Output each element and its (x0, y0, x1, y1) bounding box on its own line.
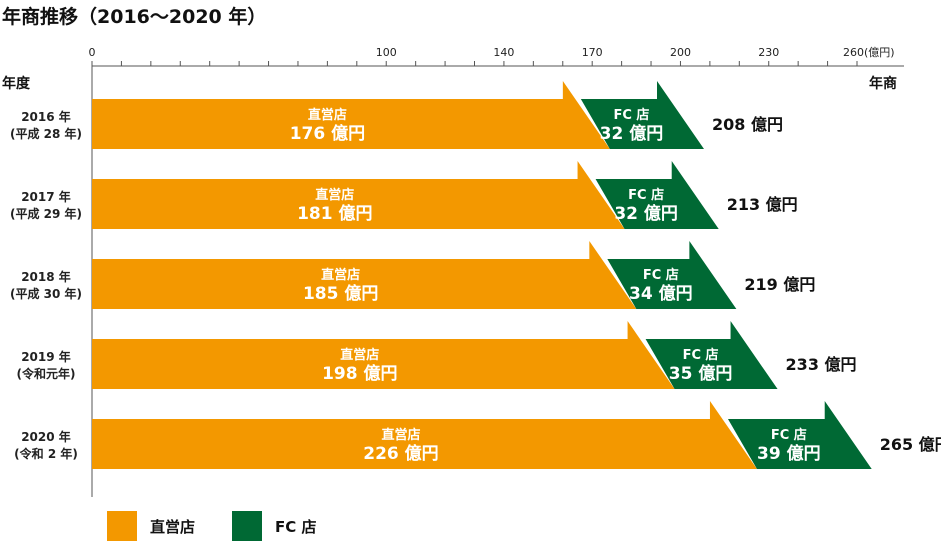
chart-title: 年商推移（2016〜2020 年） (2, 6, 267, 28)
bar-fc-store (580, 81, 704, 149)
fc-store-value-label: 35 億円 (669, 363, 733, 384)
bar-fc-store (595, 161, 719, 229)
x-tick-label: 100 (376, 46, 397, 59)
direct-store-value-label: 226 億円 (363, 443, 438, 464)
legend-item: 直営店 (107, 511, 195, 541)
category-era: (平成 30 年) (10, 286, 82, 301)
bar-direct-store (92, 81, 610, 149)
x-tick-label: 140 (493, 46, 514, 59)
legend-label: 直営店 (150, 518, 195, 536)
fc-store-series-label: FC 店 (628, 187, 664, 203)
category-label: 2018 年 (平成 30 年) (10, 269, 82, 301)
category-year: 2016 年 (21, 109, 71, 124)
category-era: (平成 29 年) (10, 206, 82, 221)
fc-store-series-label: FC 店 (613, 107, 649, 123)
category-era: (平成 28 年) (10, 126, 82, 141)
total-value-label: 208 億円 (712, 115, 783, 134)
x-axis-ticks: 0 100 140 170 200 230 260(億円) (89, 46, 895, 66)
fc-store-value-label: 39 億円 (757, 443, 821, 464)
category-year: 2017 年 (21, 189, 71, 204)
total-value-label: 213 億円 (727, 195, 798, 214)
category-year: 2020 年 (21, 429, 71, 444)
total-value-label: 265 億円 (880, 435, 941, 454)
total-value-label: 219 億円 (744, 275, 815, 294)
category-era: (令和元年) (17, 366, 76, 381)
fc-store-value-label: 34 億円 (629, 283, 693, 304)
x-axis-label: 年商 (869, 75, 897, 92)
category-year: 2018 年 (21, 269, 71, 284)
category-label: 2020 年 (令和 2 年) (14, 429, 78, 461)
legend-label: FC 店 (275, 518, 316, 536)
bar-fc-store (607, 241, 737, 309)
x-tick-label: 230 (758, 46, 779, 59)
direct-store-series-label: 直営店 (308, 107, 347, 123)
direct-store-value-label: 176 億円 (290, 123, 365, 144)
category-label: 2016 年 (平成 28 年) (10, 109, 82, 141)
category-year: 2019 年 (21, 349, 71, 364)
category-label: 2017 年 (平成 29 年) (10, 189, 82, 221)
direct-store-series-label: 直営店 (321, 267, 360, 283)
direct-store-series-label: 直営店 (315, 187, 354, 203)
bar-direct-store (92, 161, 625, 229)
fc-store-series-label: FC 店 (771, 427, 807, 443)
direct-store-value-label: 181 億円 (297, 203, 372, 224)
fc-store-series-label: FC 店 (683, 347, 719, 363)
fc-store-value-label: 32 億円 (600, 123, 664, 144)
y-axis-label: 年度 (2, 75, 31, 92)
fc-store-series-label: FC 店 (643, 267, 679, 283)
bar-direct-store (92, 241, 637, 309)
direct-store-series-label: 直営店 (381, 427, 420, 443)
total-value-label: 233 億円 (786, 355, 857, 374)
x-tick-label: 260(億円) (843, 46, 895, 59)
x-tick-label: 0 (89, 46, 96, 59)
legend-swatch (232, 511, 262, 541)
direct-store-value-label: 185 億円 (303, 283, 378, 304)
bar-direct-store (92, 401, 757, 469)
fc-store-value-label: 32 億円 (614, 203, 678, 224)
x-tick-label: 200 (670, 46, 691, 59)
category-label: 2019 年 (令和元年) (17, 349, 76, 381)
bar-direct-store (92, 321, 675, 389)
category-era: (令和 2 年) (14, 446, 78, 461)
legend-swatch (107, 511, 137, 541)
legend: 直営店 FC 店 (107, 511, 316, 541)
legend-item: FC 店 (232, 511, 316, 541)
direct-store-series-label: 直営店 (340, 347, 379, 363)
bar-fc-store (645, 321, 778, 389)
direct-store-value-label: 198 億円 (322, 363, 397, 384)
x-tick-label: 170 (582, 46, 603, 59)
bar-fc-store (727, 401, 872, 469)
